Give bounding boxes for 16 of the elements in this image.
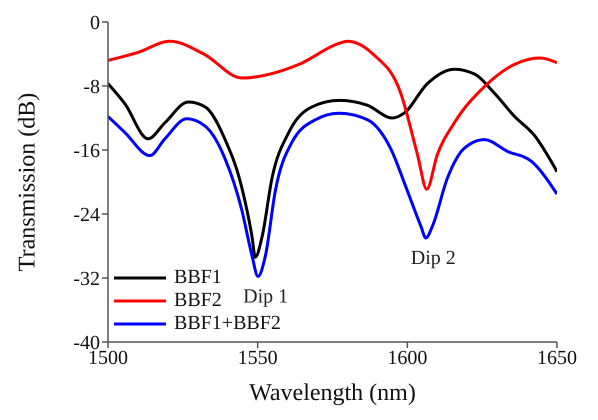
- y-tick-label: 0: [90, 12, 100, 34]
- legend-label: BBF1: [174, 266, 222, 289]
- x-axis-title: Wavelength (nm): [249, 380, 416, 406]
- x-tick-label: 1650: [537, 347, 577, 370]
- y-tick-label: -16: [73, 140, 100, 162]
- line-series: [108, 40, 557, 191]
- x-tick-label: 1600: [387, 347, 428, 370]
- annotation: Dip 1: [243, 285, 288, 308]
- legend-label: BBF2: [174, 289, 222, 312]
- y-tick-label: -32: [73, 268, 100, 290]
- legend-label: BBF1+BBF2: [174, 312, 281, 335]
- x-tick-label: 1550: [238, 347, 278, 370]
- annotation: Dip 2: [410, 247, 456, 269]
- y-tick-label: -24: [73, 204, 100, 226]
- y-axis-title: Transmission (dB): [14, 92, 41, 272]
- y-tick-label: -8: [83, 76, 100, 98]
